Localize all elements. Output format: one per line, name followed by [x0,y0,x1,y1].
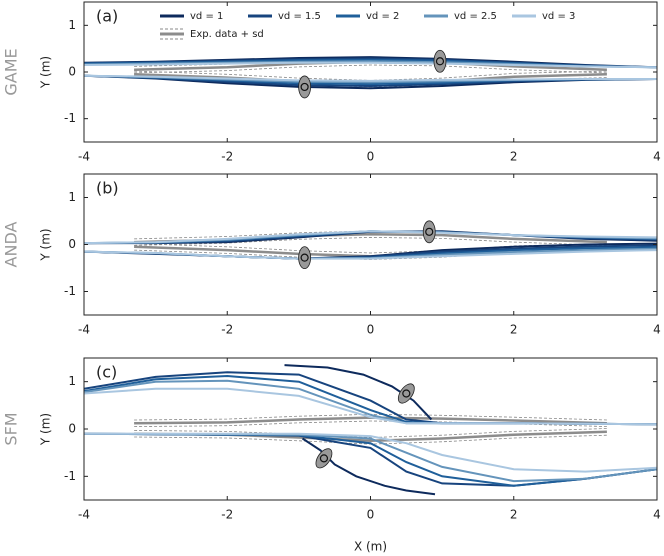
agent-marker [298,246,312,270]
x-tick-label: 4 [653,508,661,522]
trajectory [301,437,436,496]
agent-center [300,82,309,92]
x-tick-label: -4 [78,508,90,522]
legend-label: vd = 3 [542,11,575,22]
legend-label: vd = 2.5 [454,11,497,22]
agent-marker [433,49,447,73]
x-tick-label: 4 [653,323,661,337]
x-tick-label: -2 [221,150,233,164]
agent-marker [397,383,415,404]
y-tick-label: 1 [68,190,76,204]
y-tick-label: -1 [64,284,76,298]
x-tick-label: -2 [221,323,233,337]
y-tick-label: 1 [68,374,76,388]
panel-label: (c) [96,363,117,382]
y-tick-label: -1 [64,111,76,125]
x-tick-label: 0 [367,508,375,522]
agent-center [300,253,309,262]
plot-area [84,364,657,496]
trajectory [84,432,657,473]
y-axis-label: Y (m) [39,56,53,89]
agent-center [402,389,411,398]
legend-label: Exp. data + sd [190,29,264,40]
x-tick-label: 2 [510,508,518,522]
panel-label: (b) [96,179,119,198]
x-axis-label: X (m) [354,540,387,554]
x-tick-label: 4 [653,150,661,164]
y-tick-label: -1 [64,469,76,483]
agent-center [425,227,434,236]
trajectory [84,230,657,245]
trajectory [84,61,657,69]
y-tick-label: 1 [68,18,76,32]
sd-line [134,64,607,74]
x-tick-label: -4 [78,150,90,164]
x-tick-label: 0 [367,150,375,164]
plot-area [84,49,657,99]
row-label: GAME [2,48,21,95]
y-tick-label: 0 [68,237,76,251]
legend-label: vd = 2 [366,11,399,22]
legend-label: vd = 1 [190,11,223,22]
sd-line [134,236,607,246]
panel-label: (a) [96,7,118,26]
agent-center [319,454,329,463]
x-tick-label: 2 [510,323,518,337]
y-axis-label: Y (m) [39,228,53,261]
trajectory [84,249,657,260]
row-label: SFM [2,412,21,445]
plot-area [84,220,657,270]
x-tick-label: -4 [78,323,90,337]
x-tick-label: 0 [367,323,375,337]
y-axis-label: Y (m) [39,413,53,446]
trajectory [284,364,433,421]
row-label: ANDA [2,222,21,268]
agent-center [435,57,445,66]
x-tick-label: -2 [221,508,233,522]
exp-mean-line [134,416,607,425]
agent-marker [298,75,312,99]
sd-line [134,420,607,427]
trajectory [84,387,657,426]
y-tick-label: 0 [68,422,76,436]
agent-marker [422,220,436,244]
agent-marker [315,448,333,469]
x-tick-label: 2 [510,150,518,164]
legend-label: vd = 1.5 [278,11,321,22]
y-tick-label: 0 [68,65,76,79]
trajectory [84,74,657,82]
